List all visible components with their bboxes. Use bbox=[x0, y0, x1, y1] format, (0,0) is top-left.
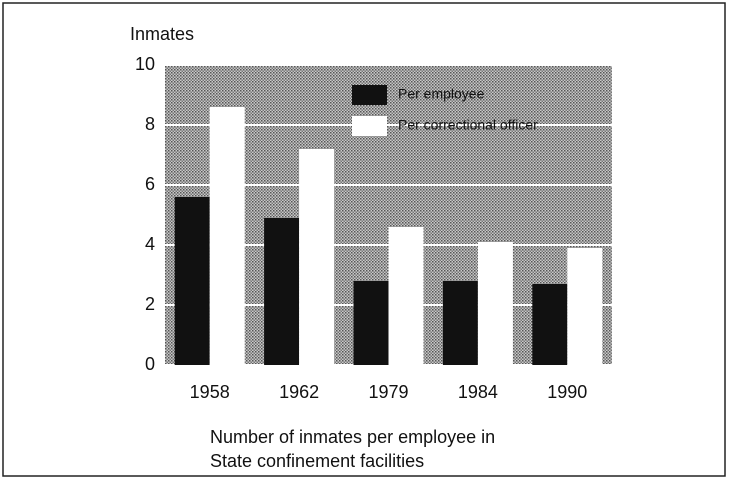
legend-label: Per correctional officer bbox=[398, 117, 538, 133]
x-tick-label: 1958 bbox=[190, 382, 230, 402]
y-axis-label: Inmates bbox=[130, 24, 194, 44]
bar bbox=[567, 248, 603, 365]
y-tick-label: 6 bbox=[145, 174, 155, 194]
bar bbox=[174, 197, 210, 365]
bar bbox=[442, 281, 478, 365]
bar bbox=[532, 284, 568, 365]
x-tick-label: 1979 bbox=[368, 382, 408, 402]
y-tick-label: 10 bbox=[135, 54, 155, 74]
bar bbox=[353, 281, 389, 365]
bar bbox=[388, 227, 424, 365]
caption-line: State confinement facilities bbox=[210, 451, 424, 471]
bar bbox=[209, 107, 245, 365]
caption-line: Number of inmates per employee in bbox=[210, 427, 495, 447]
legend-swatch bbox=[352, 85, 387, 105]
legend-swatch bbox=[352, 116, 387, 136]
x-tick-label: 1990 bbox=[547, 382, 587, 402]
frame bbox=[2, 2, 726, 477]
bar bbox=[264, 218, 300, 365]
legend: Per employee Per correctional officer bbox=[352, 85, 538, 136]
legend-label: Per employee bbox=[398, 86, 485, 102]
x-tick-label: 1962 bbox=[279, 382, 319, 402]
y-tick-label: 0 bbox=[145, 354, 155, 374]
bar bbox=[299, 149, 335, 365]
y-tick-label: 8 bbox=[145, 114, 155, 134]
y-tick-label: 2 bbox=[145, 294, 155, 314]
bar bbox=[477, 242, 513, 365]
x-tick-label: 1984 bbox=[458, 382, 498, 402]
y-tick-label: 4 bbox=[145, 234, 155, 254]
